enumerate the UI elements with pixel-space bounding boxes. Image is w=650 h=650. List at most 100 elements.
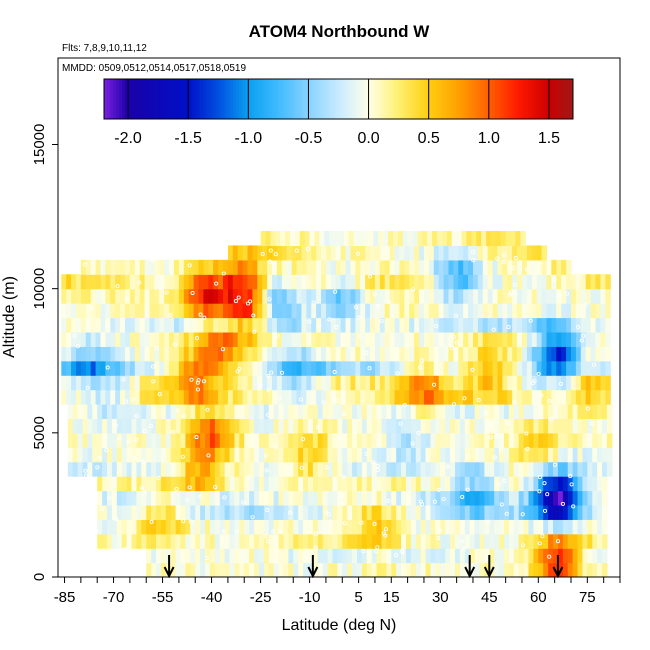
heatmap-cell <box>370 303 376 319</box>
heatmap-cell <box>602 461 608 477</box>
sample-point <box>264 468 269 473</box>
heatmap-cell <box>410 404 417 420</box>
heatmap-cell <box>585 360 592 376</box>
heatmap-cell <box>332 490 338 506</box>
heatmap-cell <box>575 274 582 290</box>
sample-point <box>525 446 530 451</box>
heatmap-cell <box>156 476 162 492</box>
heatmap-cell <box>347 461 353 477</box>
sample-point <box>250 515 255 520</box>
heatmap-cell <box>254 447 260 463</box>
heatmap-cell <box>193 259 200 275</box>
heatmap-cell <box>443 389 450 405</box>
heatmap-cell <box>386 519 392 535</box>
heatmap-cell <box>232 317 239 333</box>
heatmap-cell <box>360 360 366 376</box>
heatmap-cell <box>517 346 523 362</box>
sample-point <box>123 547 128 552</box>
heatmap-cell <box>561 288 567 304</box>
heatmap-cell <box>254 519 260 535</box>
heatmap-cell <box>409 303 415 319</box>
heatmap-cell <box>561 259 567 275</box>
heatmap-cell <box>410 490 417 506</box>
heatmap-cell <box>551 259 557 275</box>
heatmap-cell <box>129 360 136 376</box>
heatmap-cell <box>450 432 456 448</box>
heatmap-cell <box>533 432 539 448</box>
heatmap-cell <box>541 274 548 290</box>
heatmap-cell <box>286 389 293 405</box>
heatmap-cell <box>420 548 427 564</box>
heatmap-cell <box>551 288 557 304</box>
colorbar-segment <box>527 79 532 119</box>
heatmap-cell <box>200 548 206 564</box>
heatmap-cell <box>487 245 494 261</box>
heatmap-cell <box>386 548 392 564</box>
heatmap-cell <box>567 461 574 477</box>
heatmap-cell <box>396 476 402 492</box>
heatmap-cell <box>66 375 72 391</box>
heatmap-cell <box>570 288 577 304</box>
heatmap-cell <box>361 404 368 420</box>
heatmap-cell <box>513 533 520 549</box>
heatmap-cell <box>124 346 131 362</box>
sample-point <box>560 501 565 506</box>
heatmap-cell <box>557 519 564 535</box>
heatmap-cell <box>257 375 263 391</box>
sample-point <box>465 487 470 492</box>
heatmap-cell <box>546 389 552 405</box>
arrow-marker <box>307 555 319 579</box>
heatmap-cell <box>489 490 495 506</box>
heatmap-cell <box>71 317 77 333</box>
heatmap-cell <box>366 533 373 549</box>
heatmap-cell <box>352 432 358 448</box>
heatmap-cell <box>303 476 309 492</box>
heatmap-cell <box>208 346 214 362</box>
heatmap-cell <box>415 504 422 520</box>
heatmap-cell <box>198 331 204 347</box>
heatmap-cell <box>433 360 440 376</box>
colorbar-segment <box>404 79 409 119</box>
heatmap-cell <box>288 504 294 520</box>
heatmap-cell <box>298 504 304 520</box>
sample-point <box>340 493 345 498</box>
heatmap-cell <box>267 288 273 304</box>
heatmap-cell <box>322 404 329 420</box>
heatmap-cell <box>492 303 499 319</box>
heatmap-cell <box>120 331 126 347</box>
heatmap-cell <box>185 404 191 420</box>
heatmap-cell <box>551 375 557 391</box>
heatmap-cell <box>469 447 476 463</box>
heatmap-cell <box>307 461 314 477</box>
heatmap-cell <box>402 231 409 247</box>
heatmap-cell <box>224 533 231 549</box>
heatmap-cell <box>561 360 567 376</box>
heatmap-cell <box>590 274 597 290</box>
heatmap-cell <box>61 317 67 333</box>
heatmap-cell <box>156 562 162 577</box>
heatmap-cell <box>160 404 167 420</box>
colorbar-segment <box>479 79 484 119</box>
heatmap-cell <box>283 432 289 448</box>
heatmap-cell <box>254 476 260 492</box>
heatmap-cell <box>316 331 322 347</box>
heatmap-cell <box>443 303 450 319</box>
heatmap-cell <box>272 274 278 290</box>
colorbar-segment <box>242 79 246 119</box>
heatmap-cell <box>327 562 334 577</box>
sample-point <box>271 529 276 534</box>
heatmap-cell <box>345 331 352 347</box>
heatmap-cell <box>129 346 136 362</box>
heatmap-cell <box>553 461 559 477</box>
heatmap-cell <box>561 375 567 391</box>
heatmap-cell <box>602 519 608 535</box>
heatmap-cell <box>597 418 603 434</box>
heatmap-cell <box>100 360 106 376</box>
sample-point <box>449 345 454 350</box>
heatmap-cell <box>592 562 598 577</box>
heatmap-cell <box>252 375 258 391</box>
heatmap-cell <box>342 476 348 492</box>
heatmap-cell <box>464 461 471 477</box>
heatmap-cell <box>405 548 412 564</box>
sample-point <box>434 324 439 329</box>
